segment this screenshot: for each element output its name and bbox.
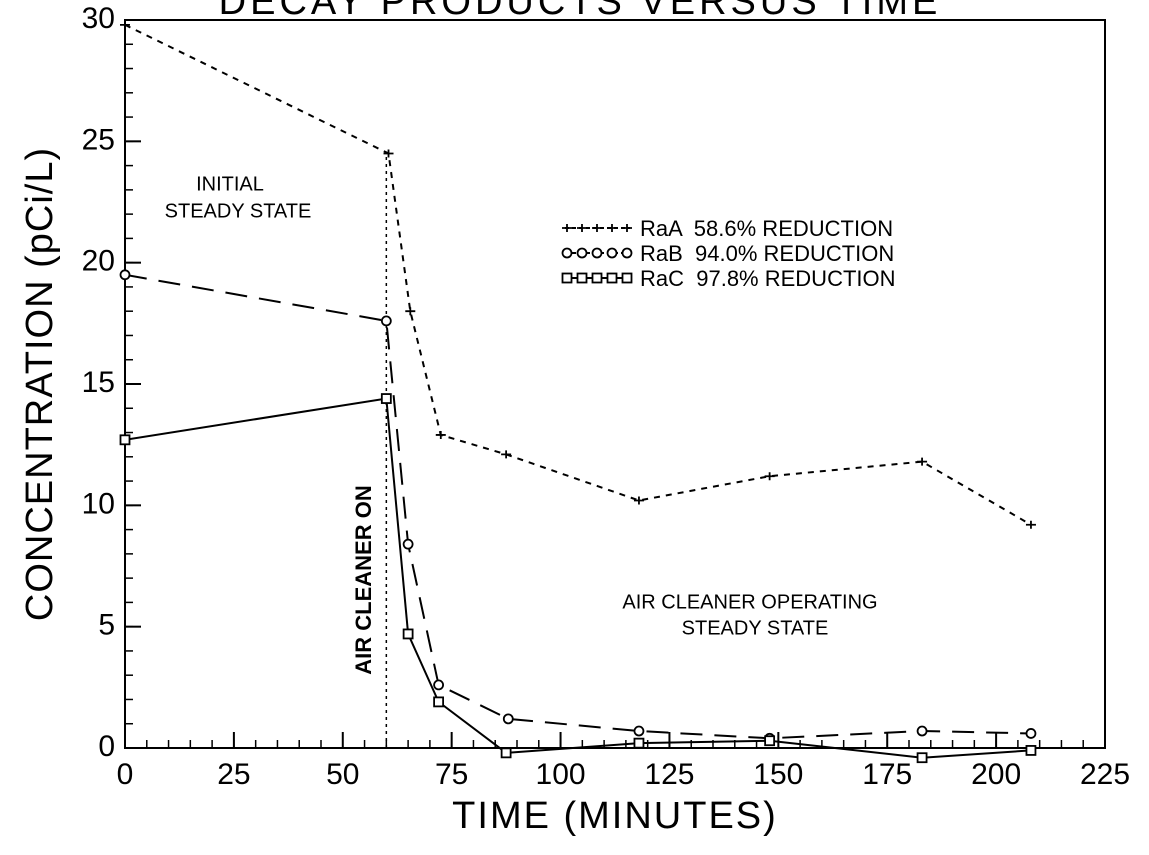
marker [120,20,130,29]
marker [402,538,414,550]
marker [917,457,928,466]
marker [577,224,587,232]
marker [622,224,632,232]
marker [633,725,645,737]
x-tick-label: 200 [971,758,1021,791]
marker [633,737,645,749]
marker [633,496,644,505]
marker [576,272,588,284]
marker [1025,520,1036,529]
marker [402,628,414,640]
x-tick-label: 100 [536,758,586,791]
marker [591,272,603,284]
annotation: AIR CLEANER OPERATING [622,591,877,613]
x-tick-label: 150 [753,758,803,791]
y-tick-label: 5 [98,609,115,642]
marker [119,434,131,446]
marker [119,269,131,281]
marker [606,272,618,284]
y-tick-label: 30 [82,2,115,35]
y-tick-label: 10 [82,487,115,520]
marker [1025,728,1037,739]
marker [764,735,776,747]
series-line [124,273,1031,740]
y-tick-label: 15 [82,366,115,399]
marker [561,247,573,259]
plot-frame [124,19,1106,749]
marker [405,307,416,316]
marker [621,272,633,284]
legend-label: RaA 58.6% REDUCTION [640,216,893,241]
marker [916,725,928,737]
annotation: AIR CLEANER ON [351,485,376,674]
marker [500,747,512,759]
y-tick-label: 20 [82,245,115,278]
annotation: STEADY STATE [165,200,312,222]
marker [606,247,618,259]
marker [607,224,617,232]
marker [383,149,394,158]
chart-title: DECAY PRODUCTS VERSUS TIME [219,0,942,23]
x-tick-label: 75 [435,758,468,791]
marker [561,272,573,284]
marker [916,752,928,764]
y-tick-label: 25 [82,123,115,156]
x-tick-label: 175 [862,758,912,791]
marker [764,472,775,481]
x-axis-label: TIME (MINUTES) [452,795,778,837]
y-tick-label: 0 [98,730,115,763]
annotation: INITIAL [196,173,264,195]
marker [592,224,602,232]
marker [433,696,445,708]
legend-label: RaC 97.8% REDUCTION [640,266,896,291]
y-axis-label: CONCENTRATION (pCi/L) [19,147,61,621]
marker [435,430,446,439]
marker [502,713,514,725]
x-tick-label: 50 [326,758,359,791]
marker [380,315,392,327]
marker [1025,745,1037,756]
x-tick-label: 125 [644,758,694,791]
series-line [124,397,1032,759]
legend-label: RaB 94.0% REDUCTION [640,241,894,266]
annotation: STEADY STATE [682,617,829,639]
x-tick-label: 0 [117,758,134,791]
marker [591,247,603,259]
x-tick-label: 225 [1080,758,1130,791]
marker [433,679,445,691]
x-tick-label: 25 [217,758,250,791]
marker [621,247,633,259]
marker [562,224,572,232]
marker [501,450,512,459]
marker [380,393,392,404]
marker [576,247,588,259]
